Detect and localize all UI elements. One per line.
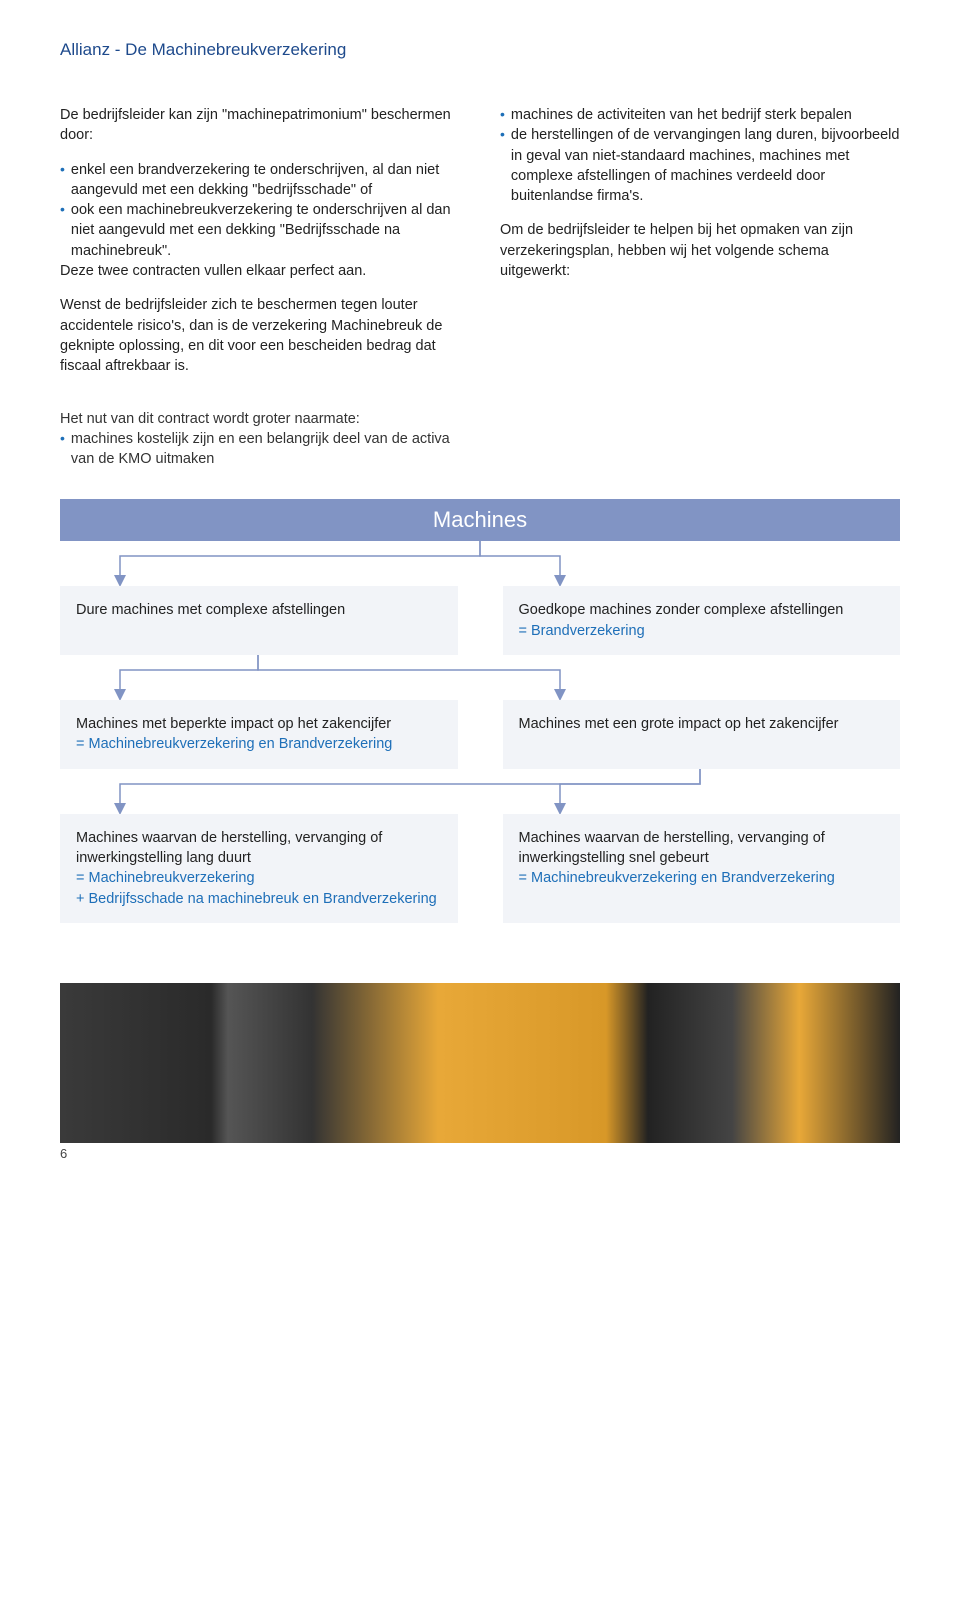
bullet-icon: •: [500, 125, 505, 206]
box-title: Machines met een grote impact op het zak…: [519, 714, 885, 734]
machines-banner: Machines: [60, 499, 900, 541]
row3-left-box: Machines waarvan de herstelling, vervang…: [60, 814, 458, 923]
left-after-bullets: Deze twee contracten vullen elkaar perfe…: [60, 261, 460, 281]
right-column: • machines de activiteiten van het bedri…: [500, 105, 900, 391]
text-columns: De bedrijfsleider kan zijn "machinepatri…: [60, 105, 900, 391]
left-bullet-2: • ook een machinebreukverzekering te ond…: [60, 200, 460, 261]
left-bullet-1: • enkel een brandverzekering te ondersch…: [60, 160, 460, 201]
box-title: Machines waarvan de herstelling, vervang…: [76, 828, 442, 869]
bullet-text: ook een machinebreukverzekering te onder…: [71, 200, 460, 261]
bullet-text: machines de activiteiten van het bedrijf…: [511, 105, 852, 125]
diagram-row3: Machines waarvan de herstelling, vervang…: [60, 814, 900, 923]
diagram-row1: Dure machines met complexe afstellingen …: [60, 586, 900, 655]
box-title: Machines waarvan de herstelling, vervang…: [519, 828, 885, 869]
right-para2: Om de bedrijfsleider te helpen bij het o…: [500, 220, 900, 281]
box-sub: = Machinebreukverzekering en Brandverzek…: [76, 734, 442, 754]
left-intro: De bedrijfsleider kan zijn "machinepatri…: [60, 105, 460, 146]
left-para2: Wenst de bedrijfsleider zich te bescherm…: [60, 295, 460, 376]
bullet-text: de herstellingen of de vervangingen lang…: [511, 125, 900, 206]
box-title: Goedkope machines zonder complexe afstel…: [519, 600, 885, 620]
page-title: Allianz - De Machinebreukverzekering: [60, 40, 900, 60]
bullet-icon: •: [60, 429, 65, 470]
row2-right-box: Machines met een grote impact op het zak…: [503, 700, 901, 769]
row3-right-box: Machines waarvan de herstelling, vervang…: [503, 814, 901, 923]
box-title: Machines met beperkte impact op het zake…: [76, 714, 442, 734]
row1-left-box: Dure machines met complexe afstellingen: [60, 586, 458, 655]
bullet-text: machines kostelijk zijn en een belangrij…: [71, 429, 460, 470]
row1-right-box: Goedkope machines zonder complexe afstel…: [503, 586, 901, 655]
box-sub: = Machinebreukverzekering: [76, 868, 442, 888]
below-intro: Het nut van dit contract wordt groter na…: [60, 409, 900, 429]
right-bullet-2: • de herstellingen of de vervangingen la…: [500, 125, 900, 206]
right-bullet-1: • machines de activiteiten van het bedri…: [500, 105, 900, 125]
box-title: Dure machines met complexe afstellingen: [76, 600, 442, 620]
connector-row1-to-row2: [60, 655, 900, 700]
connector-banner-to-row1: [60, 541, 900, 586]
bullet-icon: •: [500, 105, 505, 125]
machine-photo: [60, 983, 900, 1143]
box-sub2: + Bedrijfsschade na machinebreuk en Bran…: [76, 889, 442, 909]
box-sub: = Brandverzekering: [519, 621, 885, 641]
bullet-icon: •: [60, 160, 65, 201]
diagram-row2: Machines met beperkte impact op het zake…: [60, 700, 900, 769]
left-column: De bedrijfsleider kan zijn "machinepatri…: [60, 105, 460, 391]
connector-row2-to-row3: [60, 769, 900, 814]
bullet-text: enkel een brandverzekering te onderschri…: [71, 160, 460, 201]
box-sub: = Machinebreukverzekering en Brandverzek…: [519, 868, 885, 888]
below-bullet: • machines kostelijk zijn en een belangr…: [60, 429, 460, 470]
bullet-icon: •: [60, 200, 65, 261]
row2-left-box: Machines met beperkte impact op het zake…: [60, 700, 458, 769]
below-columns-block: Het nut van dit contract wordt groter na…: [60, 409, 900, 470]
page-number: 6: [60, 1146, 67, 1161]
